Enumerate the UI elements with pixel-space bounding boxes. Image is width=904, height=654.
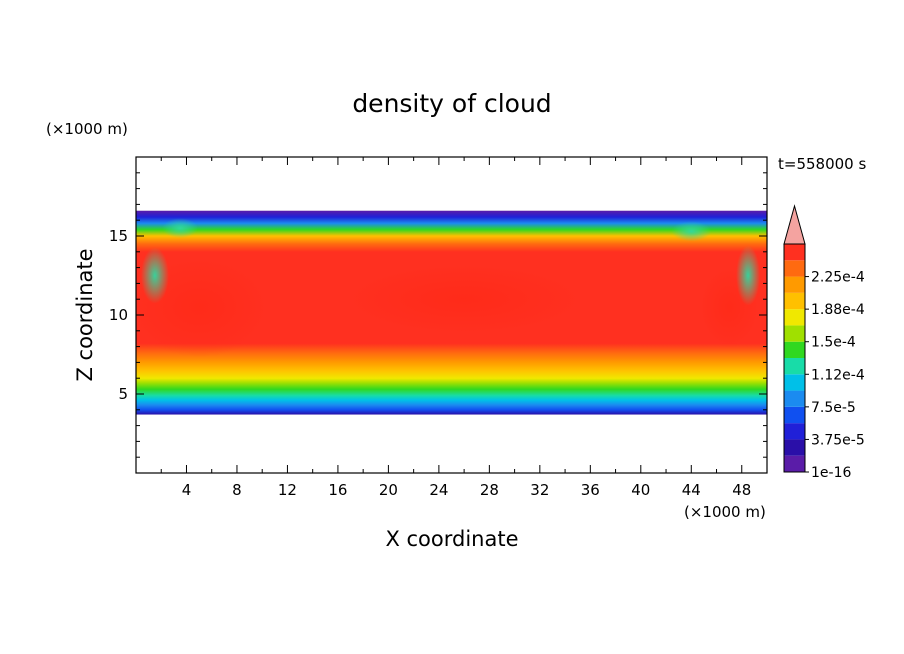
y-tick-label: 10 xyxy=(109,306,128,324)
x-tick-label: 20 xyxy=(379,481,398,499)
x-tick-label: 8 xyxy=(232,481,242,499)
colorbar-segment xyxy=(784,455,805,472)
x-tick-label: 28 xyxy=(480,481,499,499)
x-tick-label: 4 xyxy=(182,481,192,499)
colorbar-segment xyxy=(784,374,805,391)
colorbar-label: 2.25e-4 xyxy=(811,270,865,286)
colorbar-label: 1.12e-4 xyxy=(811,367,865,383)
y-axis-label: Z coordinate xyxy=(73,248,97,381)
x-tick-label: 36 xyxy=(581,481,600,499)
x-unit-label: (×1000 m) xyxy=(684,503,766,521)
x-axis-label: X coordinate xyxy=(385,527,518,551)
y-axis-ticks: 5 10 15 xyxy=(109,172,767,458)
colorbar-label: 7.5e-5 xyxy=(811,400,856,416)
time-label: t=558000 s xyxy=(778,155,866,173)
edge-eddy xyxy=(140,247,169,304)
colorbar-segment xyxy=(784,390,805,407)
y-tick-label: 15 xyxy=(109,227,128,245)
y-unit-label: (×1000 m) xyxy=(46,120,128,138)
colorbar-segment xyxy=(784,358,805,375)
x-tick-label: 44 xyxy=(682,481,701,499)
colorbar-segment xyxy=(784,244,805,261)
x-tick-label: 40 xyxy=(631,481,650,499)
y-tick-label: 5 xyxy=(118,385,128,403)
colorbar-segment xyxy=(784,325,805,342)
colorbar: 2.25e-4 1.88e-4 1.5e-4 1.12e-4 7.5e-5 3.75e-5… xyxy=(783,204,865,481)
edge-eddy xyxy=(671,221,712,242)
chart-title: density of cloud xyxy=(352,89,551,118)
colorbar-segment xyxy=(784,439,805,456)
colorbar-label: 1.5e-4 xyxy=(811,335,856,351)
colorbar-label: 1.88e-4 xyxy=(811,302,865,318)
edge-eddy xyxy=(162,218,199,239)
x-tick-label: 32 xyxy=(530,481,549,499)
x-tick-label: 48 xyxy=(732,481,751,499)
edge-eddy xyxy=(736,245,761,306)
x-tick-label: 16 xyxy=(328,481,347,499)
colorbar-label: 3.75e-5 xyxy=(811,432,865,448)
colorbar-label: 1e-16 xyxy=(811,465,851,481)
x-tick-label: 24 xyxy=(429,481,448,499)
x-tick-label: 12 xyxy=(278,481,297,499)
colorbar-segment xyxy=(784,406,805,424)
core-hotspot xyxy=(136,257,270,358)
x-axis-ticks: 4 8 12 16 20 24 28 32 36 40 44 48 xyxy=(160,157,751,499)
colorbar-extend-arrow xyxy=(783,204,806,245)
colorbar-segment xyxy=(784,276,805,293)
colorbar-frame xyxy=(783,243,806,473)
core-hotspot xyxy=(344,264,585,335)
colorbar-segment xyxy=(784,292,805,310)
colorbar-segment xyxy=(784,341,805,358)
colorbar-segment xyxy=(784,423,805,440)
colorbar-segment xyxy=(784,260,805,277)
colorbar-segment xyxy=(784,309,805,326)
density-field xyxy=(136,210,767,415)
